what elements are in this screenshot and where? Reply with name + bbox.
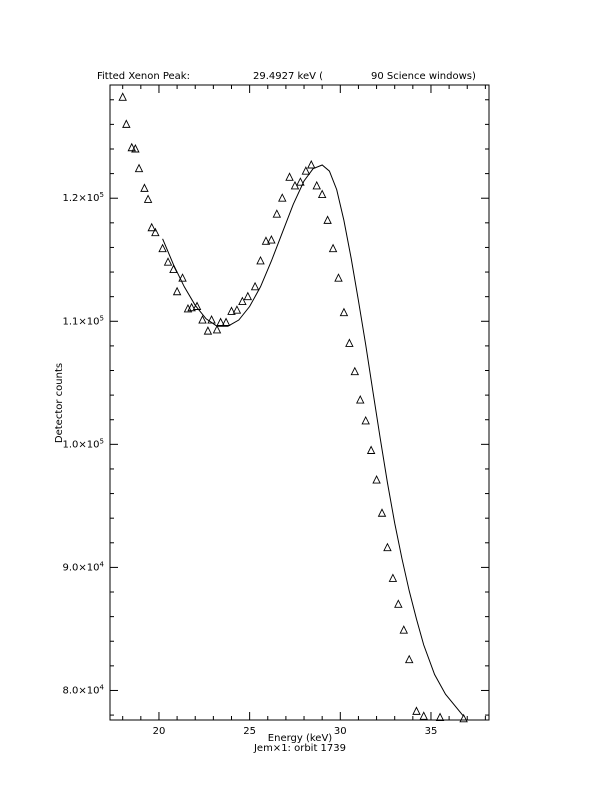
data-point-triangle (187, 302, 196, 312)
data-point-triangle (334, 273, 343, 282)
data-point-triangle (127, 142, 136, 152)
y-tick-label: 1.1×105 (63, 314, 104, 327)
x-tick-label: 20 (153, 726, 166, 737)
data-point-triangle (366, 445, 376, 454)
y-tick-label: 9.0×104 (63, 560, 105, 573)
data-point-triangle (212, 324, 222, 334)
data-point-triangle (178, 273, 187, 282)
data-point-triangle (207, 315, 216, 324)
data-point-triangle (238, 296, 247, 306)
chart-title-windows: 90 Science windows) (371, 71, 476, 82)
data-point-triangle (198, 315, 207, 324)
data-point-triangle (172, 286, 182, 296)
data-point-triangle (216, 317, 225, 326)
data-point-triangle (419, 711, 428, 720)
chart-title-label: Fitted Xenon Peak: (97, 71, 190, 82)
data-point-triangle (339, 307, 349, 317)
fit-curve (162, 164, 464, 717)
data-point-triangle (435, 712, 445, 721)
y-tick-label: 1.2×105 (63, 191, 104, 204)
data-point-triangle (323, 215, 332, 224)
data-point-triangle (350, 366, 360, 376)
data-point-triangle (227, 306, 236, 315)
x-axis-label: Energy (keV) (268, 733, 333, 744)
y-axis-label: Detector counts (54, 363, 65, 443)
x-tick-labels: 20 25 30 35 (153, 726, 438, 737)
data-point-triangle (122, 119, 131, 128)
data-point-triangle (131, 143, 140, 153)
data-point-triangle (118, 92, 127, 101)
data-point-triangle (261, 236, 271, 245)
data-point-triangle (301, 166, 311, 175)
data-point-triangle (388, 573, 398, 582)
data-point-triangle (285, 172, 294, 181)
data-point-triangle (140, 183, 149, 192)
chart-subtitle: Jem×1: orbit 1739 (253, 743, 346, 754)
data-point-triangle (404, 654, 414, 664)
data-point-triangle (356, 395, 365, 404)
data-point-triangle (147, 222, 156, 232)
y-tick-label: 1.0×105 (63, 437, 104, 450)
data-point-triangle (250, 281, 260, 291)
data-point-triangle (328, 243, 338, 253)
data-point-triangle (192, 301, 202, 310)
data-point-triangle (394, 599, 403, 608)
data-point-triangle (377, 508, 387, 517)
data-point-triangle (361, 415, 370, 425)
data-point-triangle (221, 317, 231, 326)
data-point-triangle (151, 227, 160, 237)
data-point-triangle (383, 542, 392, 552)
y-tick-label: 8.0×104 (63, 683, 105, 696)
x-tick-label: 35 (425, 726, 438, 737)
x-tick-label: 25 (243, 726, 256, 737)
y-tick-labels: 8.0×104 9.0×104 1.0×105 1.1×105 1.2×105 (63, 191, 105, 696)
data-point-triangle (412, 706, 421, 715)
data-point-triangle (169, 264, 178, 274)
data-point-triangle (459, 713, 468, 723)
data-points (118, 92, 468, 723)
tick-marks (110, 85, 489, 720)
chart-title-energy: 29.4927 keV ( (253, 71, 323, 82)
data-point-triangle (272, 209, 282, 218)
data-point-triangle (345, 338, 354, 347)
data-point-triangle (399, 625, 408, 634)
data-point-triangle (307, 159, 316, 169)
data-point-triangle (296, 177, 305, 186)
x-tick-label: 30 (334, 726, 347, 737)
data-point-triangle (163, 257, 173, 266)
data-point-triangle (158, 243, 167, 253)
data-point-triangle (143, 194, 153, 203)
data-point-triangle (267, 235, 276, 244)
data-point-triangle (278, 193, 287, 202)
data-point-triangle (243, 291, 253, 301)
data-point-triangle (372, 475, 381, 484)
data-point-triangle (312, 180, 321, 190)
plot-frame (109, 84, 490, 721)
data-point-triangle (134, 163, 144, 173)
data-point-triangle (232, 305, 242, 314)
data-point-triangle (203, 326, 213, 335)
data-point-triangle (317, 189, 327, 198)
data-point-triangle (256, 255, 265, 265)
